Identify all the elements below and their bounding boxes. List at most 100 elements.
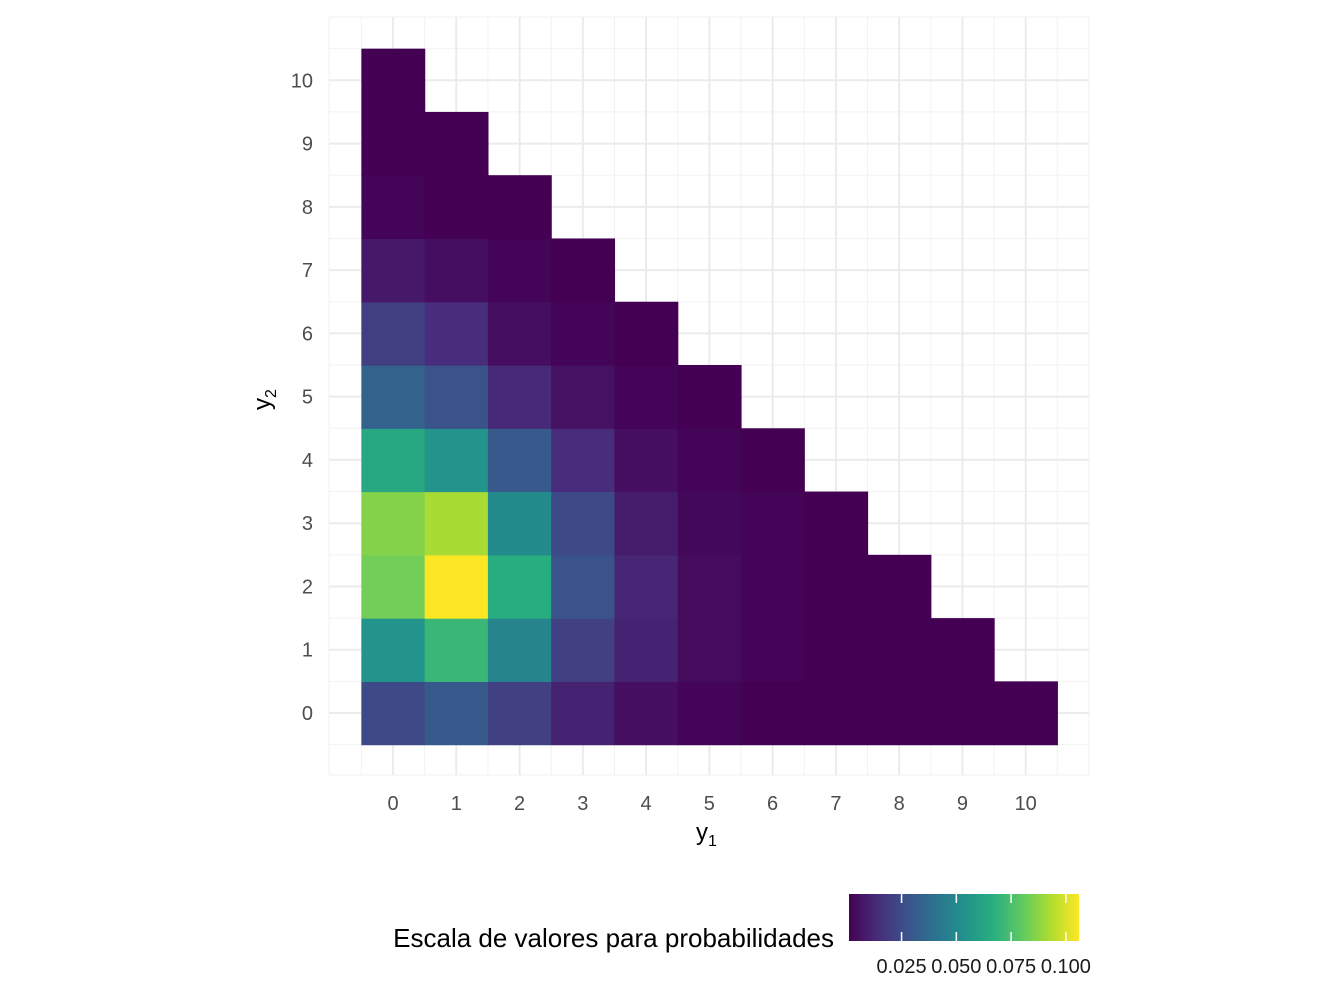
heatmap-cell [551,618,616,682]
heatmap-cell [867,681,932,746]
x-tick-label: 10 [1015,793,1037,815]
heatmap-cell [614,428,679,493]
heatmap-cell [487,554,552,619]
y-axis-title: y2 [249,389,280,410]
heatmap-cell [424,491,489,556]
legend: Escala de valores para probabilidades 0.… [393,894,1091,978]
legend-title: Escala de valores para probabilidades [393,923,834,953]
heatmap-cell [930,681,995,746]
heatmap-cell [361,491,426,556]
heatmap-cell [677,428,742,493]
legend-tick-label: 0.025 [877,956,927,978]
heatmap-cell [361,681,426,746]
heatmap-cell [804,618,869,682]
legend-colorbar [849,894,1079,941]
y-tick-label: 3 [302,513,313,535]
heatmap-cell [677,681,742,746]
heatmap-cell [551,365,616,429]
heatmap-cell [424,618,489,682]
heatmap-cell [551,238,616,303]
legend-tick-label: 0.075 [986,956,1036,978]
heatmap-cell [487,491,552,556]
y-tick-label: 10 [291,70,313,92]
x-tick-label: 2 [514,793,525,815]
heatmap-cell [677,554,742,619]
heatmap-cell [361,175,426,240]
y-axis-ticks: 0 1 2 3 4 5 6 7 8 9 10 [291,70,313,725]
heatmap-cell [424,681,489,746]
y-tick-label: 8 [302,197,313,219]
heatmap-cell [424,301,489,366]
y-tick-label: 5 [302,387,313,409]
heatmap-cell [487,681,552,746]
heatmap-cell [551,301,616,366]
y-tick-label: 1 [302,640,313,662]
heatmap-cell [677,491,742,556]
heatmap-cell [361,428,426,493]
heatmap-cell [361,111,426,176]
x-tick-label: 0 [387,793,398,815]
heatmap-cell [361,301,426,366]
y-tick-label: 2 [302,576,313,598]
heatmap-cell [424,428,489,493]
x-tick-label: 6 [767,793,778,815]
heatmap-cell [867,554,932,619]
heatmap-cell [424,111,489,176]
heatmap-cell [551,491,616,556]
x-tick-label: 3 [577,793,588,815]
heatmap-cell [424,554,489,619]
heatmap-cell [361,618,426,682]
heatmap-cell [487,175,552,240]
x-tick-label: 5 [704,793,715,815]
x-tick-label: 4 [641,793,652,815]
legend-tick-label: 0.100 [1041,956,1091,978]
heatmap-cell [361,48,426,113]
y-tick-label: 6 [302,323,313,345]
heatmap-cell [740,618,805,682]
heatmap-cell [804,681,869,746]
heatmap-cell [930,618,995,682]
heatmap-cell [551,554,616,619]
y-tick-label: 7 [302,260,313,282]
heatmap-cell [614,301,679,366]
x-tick-label: 8 [894,793,905,815]
heatmap-cell [614,365,679,429]
x-tick-label: 9 [957,793,968,815]
heatmap-cell [487,238,552,303]
heatmap-cell [677,618,742,682]
x-axis-title: y1 [696,819,717,850]
heatmap-cell [487,365,552,429]
y-tick-label: 4 [302,450,313,472]
heatmap-cell [614,491,679,556]
heatmap-cell [677,365,742,429]
heatmap-cell [614,681,679,746]
heatmap-cell [424,365,489,429]
heatmap-cell [740,491,805,556]
heatmap-cell [424,175,489,240]
heatmap-cell [804,491,869,556]
heatmap-cell [994,681,1058,746]
heatmap-cell [740,681,805,746]
y-tick-label: 0 [302,703,313,725]
heatmap-cell [487,301,552,366]
heatmap-cell [551,428,616,493]
heatmap-cell [361,554,426,619]
heatmap-cell [614,618,679,682]
heatmap-cell [614,554,679,619]
heatmap-cell [867,618,932,682]
x-tick-label: 7 [830,793,841,815]
heatmap-cell [740,554,805,619]
y-tick-label: 9 [302,134,313,156]
heatmap-cell [804,554,869,619]
heatmap-cell [487,618,552,682]
heatmap-cell [740,428,805,493]
heatmap-cell [361,238,426,303]
x-axis-ticks: 0 1 2 3 4 5 6 7 8 9 10 [387,793,1036,815]
heatmap-cell [361,365,426,429]
legend-tick-label: 0.050 [931,956,981,978]
heatmap-cell [424,238,489,303]
heatmap-cell [487,428,552,493]
heatmap-cells [361,48,1058,746]
heatmap-cell [551,681,616,746]
